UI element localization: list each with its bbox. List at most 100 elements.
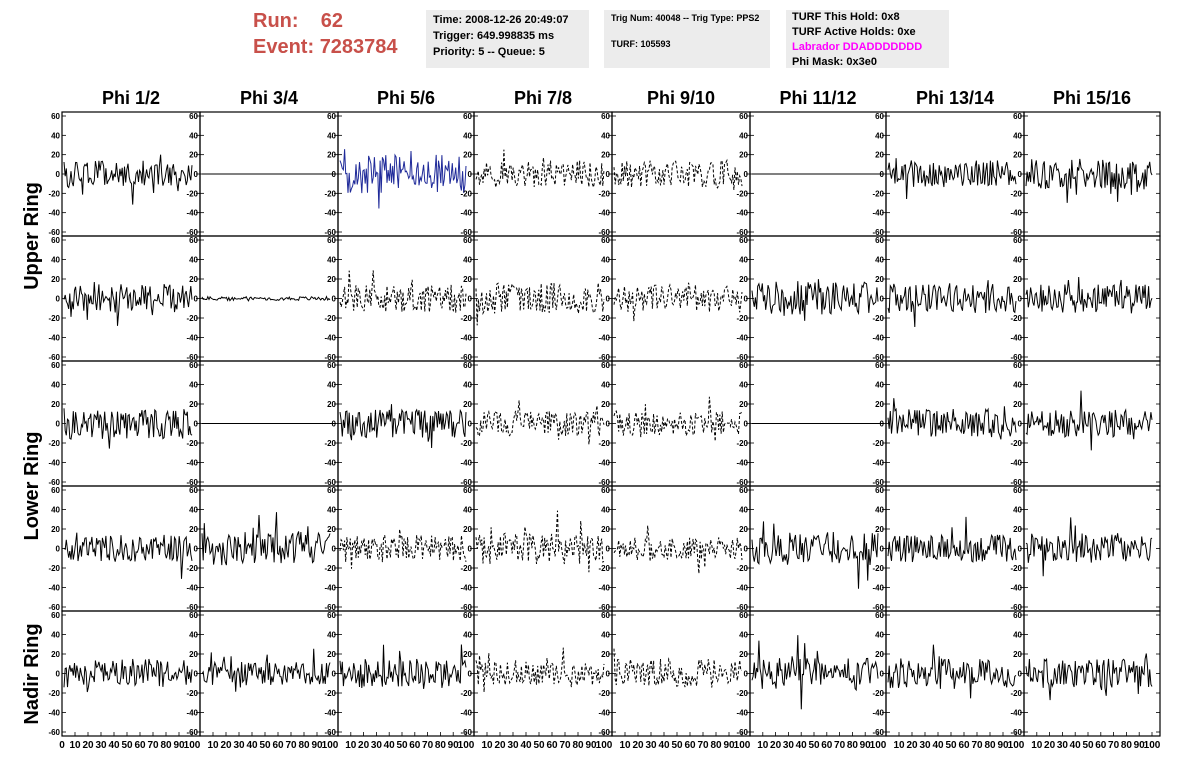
ring-label-upper: Upper Ring [21, 182, 43, 290]
y-tick-label: 0 [194, 295, 199, 304]
y-tick-label: -60 [460, 228, 472, 237]
y-tick-label: 60 [463, 361, 472, 370]
y-tick-label: 60 [601, 486, 610, 495]
x-tick-label: 90 [173, 740, 185, 751]
panel-r4-c5: -60 -40 -20 0 20 40 60 [598, 485, 751, 612]
y-tick-label: -60 [460, 353, 472, 362]
y-tick-label: 0 [880, 170, 885, 179]
panel-frame [611, 111, 751, 237]
time-info-box: Time: 2008-12-26 20:49:07 Trigger: 649.9… [426, 10, 589, 68]
phi-label-6: Phi 11/12 [779, 88, 856, 108]
x-tick-label: 100 [734, 740, 751, 751]
labrador-text: Labrador DDADDDDDDD [792, 41, 923, 53]
x-tick-label: 50 [533, 740, 545, 751]
y-tick-label: 0 [468, 670, 473, 679]
y-tick-label: -60 [460, 603, 472, 612]
y-tick-label: 20 [1013, 525, 1022, 534]
y-tick-label: -40 [460, 709, 472, 718]
run-row: Run: 62 [253, 8, 398, 34]
y-tick-label: -40 [324, 334, 336, 343]
y-tick-label: -20 [48, 189, 60, 198]
y-tick-label: -20 [186, 314, 198, 323]
y-tick-label: -60 [872, 728, 884, 737]
y-tick-label: 0 [194, 170, 199, 179]
y-tick-label: 40 [51, 131, 60, 140]
x-axis-tick-labels: 0 10 20 30 40 50 60 70 80 90 100 10 20 30 40 50 60 70 80 90… [59, 732, 1161, 751]
y-tick-label: -60 [736, 728, 748, 737]
y-tick-label: 60 [601, 236, 610, 245]
panel-r1-c7: -60 -40 -20 0 20 40 60 [872, 111, 1025, 237]
y-tick-label: 20 [463, 650, 472, 659]
trig-info-box: Trig Num: 40048 -- Trig Type: PPS2 TURF:… [604, 10, 770, 68]
y-tick-label: -60 [324, 603, 336, 612]
y-tick-label: 20 [1013, 151, 1022, 160]
trigger-text: Trigger: 649.998835 ms [433, 30, 555, 42]
y-tick-label: -40 [1010, 459, 1022, 468]
x-tick-label: 60 [134, 740, 146, 751]
y-tick-label: 60 [463, 236, 472, 245]
waveform-trace [201, 512, 331, 566]
panel-r1-c8: -60 -40 -20 0 20 40 60 [1010, 111, 1161, 237]
y-tick-label: 40 [327, 381, 336, 390]
y-tick-label: 0 [1018, 670, 1023, 679]
y-tick-label: -20 [1010, 689, 1022, 698]
y-tick-label: 60 [51, 361, 60, 370]
y-tick-label: 40 [739, 256, 748, 265]
y-tick-label: 60 [189, 361, 198, 370]
x-tick-label: 50 [808, 740, 820, 751]
x-tick-label: 80 [435, 740, 447, 751]
waveform-trace [475, 647, 605, 693]
x-tick-label: 50 [671, 740, 683, 751]
y-tick-label: -20 [736, 439, 748, 448]
y-tick-label: -60 [186, 728, 198, 737]
y-tick-label: 60 [51, 236, 60, 245]
y-tick-label: -20 [1010, 314, 1022, 323]
x-tick-label: 80 [847, 740, 859, 751]
phi-label-7: Phi 13/14 [916, 88, 994, 108]
y-tick-label: 0 [194, 545, 199, 554]
waveform-trace [475, 400, 605, 445]
panel-r2-c6: -60 -40 -20 0 20 40 60 [736, 235, 887, 362]
y-tick-label: 0 [606, 170, 611, 179]
panel-r1-c4: -60 -40 -20 0 20 40 60 [460, 111, 613, 237]
y-tick-label: 20 [463, 525, 472, 534]
panel-r2-c2: -60 -40 -20 0 20 40 60 [186, 235, 339, 362]
y-tick-label: 40 [1013, 631, 1022, 640]
y-tick-label: 40 [51, 506, 60, 515]
y-tick-label: 20 [463, 275, 472, 284]
y-tick-label: 0 [1018, 545, 1023, 554]
panel-r3-c7: -60 -40 -20 0 20 40 60 [872, 360, 1025, 487]
y-tick-label: 40 [189, 506, 198, 515]
y-tick-label: -60 [324, 228, 336, 237]
y-tick-label: -20 [48, 564, 60, 573]
y-tick-label: 60 [739, 361, 748, 370]
phi-label-4: Phi 7/8 [514, 88, 572, 108]
y-tick-label: 20 [1013, 400, 1022, 409]
panel-r3-c4: -60 -40 -20 0 20 40 60 [460, 360, 613, 487]
y-tick-label: -40 [872, 709, 884, 718]
x-tick-label: 70 [834, 740, 846, 751]
y-tick-label: -60 [736, 603, 748, 612]
y-tick-label: -40 [872, 334, 884, 343]
y-tick-label: 40 [463, 256, 472, 265]
y-tick-label: -40 [736, 209, 748, 218]
waveform-trace [1025, 653, 1153, 701]
panel-r3-c5: -60 -40 -20 0 20 40 60 [598, 360, 751, 487]
y-tick-label: 20 [1013, 650, 1022, 659]
panel-r1-c1: -60 -40 -20 0 20 40 60 [48, 111, 201, 237]
y-tick-label: 60 [1013, 112, 1022, 121]
y-tick-label: 60 [601, 361, 610, 370]
y-tick-label: -60 [48, 228, 60, 237]
panel-r3-c8: -60 -40 -20 0 20 40 60 [1010, 360, 1161, 487]
x-tick-label: 20 [358, 740, 370, 751]
y-tick-label: 40 [463, 131, 472, 140]
y-tick-label: 60 [739, 236, 748, 245]
x-tick-label: 30 [783, 740, 795, 751]
waveform-trace [613, 648, 742, 688]
waveform-trace [339, 270, 467, 313]
y-tick-label: -60 [736, 353, 748, 362]
y-tick-label: 40 [875, 131, 884, 140]
y-tick-label: 60 [327, 361, 336, 370]
y-tick-label: 0 [332, 170, 337, 179]
y-tick-label: -40 [186, 709, 198, 718]
